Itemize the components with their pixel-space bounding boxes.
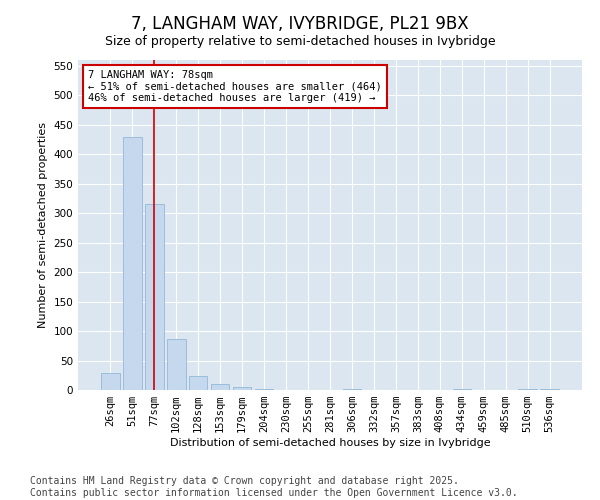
Text: Contains HM Land Registry data © Crown copyright and database right 2025.
Contai: Contains HM Land Registry data © Crown c…	[30, 476, 518, 498]
Bar	[167, 338, 185, 390]
Bar	[233, 387, 251, 390]
Text: 7 LANGHAM WAY: 78sqm
← 51% of semi-detached houses are smaller (464)
46% of semi: 7 LANGHAM WAY: 78sqm ← 51% of semi-detac…	[88, 70, 382, 103]
X-axis label: Distribution of semi-detached houses by size in Ivybridge: Distribution of semi-detached houses by …	[170, 438, 490, 448]
Bar	[101, 373, 119, 390]
Bar	[541, 389, 559, 390]
Bar	[343, 389, 361, 390]
Bar	[189, 376, 208, 390]
Bar	[123, 136, 142, 390]
Bar	[211, 384, 229, 390]
Y-axis label: Number of semi-detached properties: Number of semi-detached properties	[38, 122, 48, 328]
Bar	[255, 389, 274, 390]
Bar	[518, 389, 537, 390]
Text: Size of property relative to semi-detached houses in Ivybridge: Size of property relative to semi-detach…	[104, 35, 496, 48]
Bar	[145, 204, 164, 390]
Bar	[452, 389, 471, 390]
Text: 7, LANGHAM WAY, IVYBRIDGE, PL21 9BX: 7, LANGHAM WAY, IVYBRIDGE, PL21 9BX	[131, 15, 469, 33]
